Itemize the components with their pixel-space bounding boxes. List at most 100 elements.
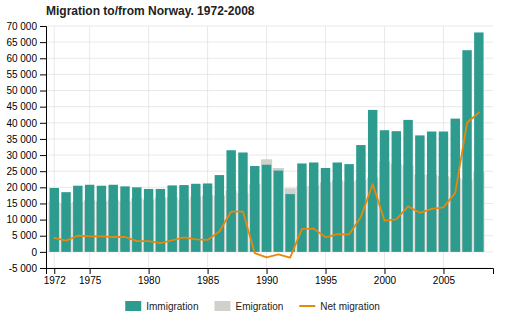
y-tick-label: 0 xyxy=(31,247,37,258)
bar xyxy=(462,50,471,252)
x-tick: 1990 xyxy=(256,268,279,286)
plot-area xyxy=(49,32,485,257)
y-tick: 30 000 xyxy=(6,150,46,161)
grid-line-y xyxy=(46,90,493,91)
title: Migration to/from Norway. 1972-2008 xyxy=(46,4,255,18)
grid-line-y xyxy=(46,42,493,43)
y-tick: 10 000 xyxy=(6,214,46,225)
y-tick-mark xyxy=(40,252,46,253)
y-tick-mark xyxy=(40,91,46,92)
bar xyxy=(120,186,129,252)
bar xyxy=(97,186,106,252)
bar xyxy=(238,152,247,251)
x-axis: 1972 1975 1980 1985 1990 1995 2000 2005 xyxy=(44,268,494,286)
y-tick-mark xyxy=(40,107,46,108)
bar xyxy=(273,168,284,252)
bar xyxy=(226,150,235,252)
x-tick-label: 1990 xyxy=(256,275,279,286)
x-tick: 2005 xyxy=(433,268,456,286)
y-tick: 5 000 xyxy=(12,230,46,241)
y-tick-mark xyxy=(40,123,46,124)
chart: Migration to/from Norway. 1972-200819721… xyxy=(0,0,505,318)
grid-line-y xyxy=(46,155,493,156)
y-tick: 60 000 xyxy=(6,53,46,64)
legend-label: Emigration xyxy=(235,301,283,312)
y-tick: 35 000 xyxy=(6,134,46,145)
bar xyxy=(73,186,82,252)
legend-item: Immigration xyxy=(125,301,198,312)
bar xyxy=(380,130,389,252)
y-tick-label: 20 000 xyxy=(6,182,37,193)
x-axis-line xyxy=(47,269,494,275)
y-tick-label: 55 000 xyxy=(6,69,37,80)
line xyxy=(54,112,479,257)
x-tick-mark xyxy=(267,268,268,274)
bar xyxy=(439,132,448,252)
y-axis-line xyxy=(40,27,47,269)
bar xyxy=(415,135,424,251)
y-tick-mark xyxy=(40,236,46,237)
bar xyxy=(262,165,271,252)
grid-line-y xyxy=(46,26,493,27)
grid-line-y xyxy=(46,106,493,107)
bar xyxy=(392,131,401,252)
y-tick-label: 50 000 xyxy=(6,85,37,96)
legend-swatch xyxy=(125,301,141,311)
y-tick-label: 35 000 xyxy=(6,134,37,145)
y-tick: 50 000 xyxy=(6,85,46,96)
y-tick-label: 60 000 xyxy=(6,53,37,64)
bar xyxy=(132,187,141,252)
bar xyxy=(50,188,59,252)
bar xyxy=(427,132,436,252)
bar xyxy=(203,183,212,251)
x-tick: 2000 xyxy=(374,268,397,286)
x-tick: 1972 xyxy=(44,268,67,286)
x-tick-mark xyxy=(149,268,150,274)
y-tick: 15 000 xyxy=(6,198,46,209)
x-tick-mark xyxy=(443,268,444,274)
x-tick-label: 2005 xyxy=(433,275,456,286)
y-tick-label: 25 000 xyxy=(6,166,37,177)
bar xyxy=(403,120,412,252)
grid-line-y xyxy=(46,58,493,59)
x-tick-mark xyxy=(326,268,327,274)
y-tick-label: 15 000 xyxy=(6,198,37,209)
x-tick: 1985 xyxy=(197,268,220,286)
bar xyxy=(261,159,272,252)
y-tick: 55 000 xyxy=(6,69,46,80)
x-tick-label: 1995 xyxy=(315,275,338,286)
y-tick-label: 45 000 xyxy=(6,101,37,112)
legend-item: Emigration xyxy=(214,301,283,312)
bar xyxy=(215,175,224,252)
y-tick-mark xyxy=(40,268,46,269)
y-tick: 70 000 xyxy=(6,21,46,32)
y-tick-label: -5 000 xyxy=(9,263,38,274)
y-tick-label: 10 000 xyxy=(6,214,37,225)
x-tick-label: 1975 xyxy=(79,275,102,286)
legend-swatch xyxy=(214,301,230,311)
x-tick-label: 1980 xyxy=(138,275,161,286)
y-tick-mark xyxy=(40,42,46,43)
bar xyxy=(451,119,460,252)
bar xyxy=(333,162,342,251)
y-tick-mark xyxy=(40,187,46,188)
x-tick-mark xyxy=(208,268,209,274)
x-tick-mark xyxy=(54,268,55,274)
bar xyxy=(85,185,94,252)
grid-line-y xyxy=(46,138,493,139)
y-tick-label: 5 000 xyxy=(12,230,37,241)
grid-line-y xyxy=(46,74,493,75)
x-tick: 1995 xyxy=(315,268,338,286)
legend-item: Net migration xyxy=(299,301,379,312)
bar xyxy=(285,188,296,252)
y-axis: -5 000 0 5 000 10 000 15 000 20 000 25 000 30 0… xyxy=(6,21,46,274)
bar xyxy=(61,192,70,252)
y-tick-mark xyxy=(40,220,46,221)
bar xyxy=(309,162,318,251)
x-tick: 1975 xyxy=(79,268,102,286)
y-tick: 0 xyxy=(31,247,46,258)
grid-line-y xyxy=(46,122,493,123)
grid xyxy=(46,26,493,268)
y-tick-mark xyxy=(40,203,46,204)
y-tick-mark xyxy=(40,74,46,75)
